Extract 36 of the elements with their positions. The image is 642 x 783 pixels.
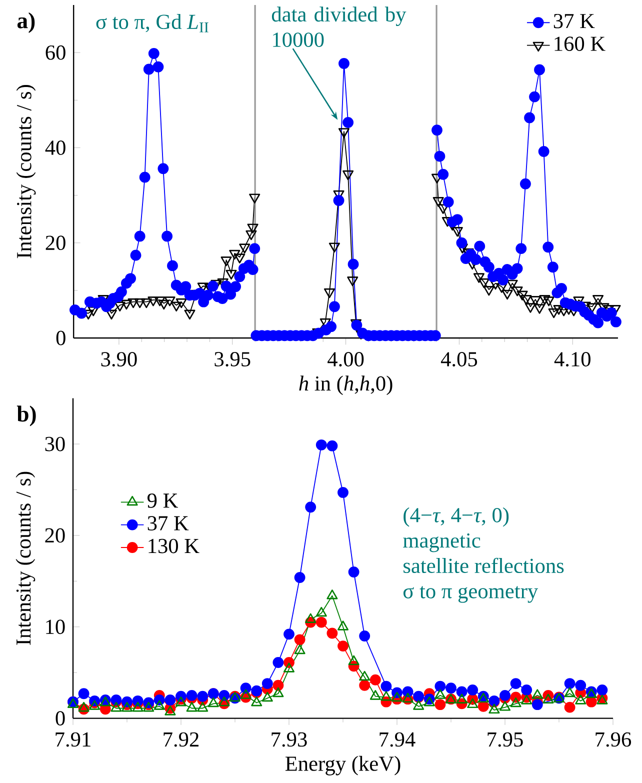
y-tick-label: 20: [45, 528, 65, 543]
x-tick-label: 3.90: [101, 352, 137, 367]
y-axis-title: Intensity (counts / s): [16, 472, 36, 645]
legend-label: 9 K: [148, 494, 178, 508]
chart-title: b): [16, 406, 36, 426]
x-tick-label: 4.10: [554, 352, 590, 367]
y-axis-title: Intensity (counts / s): [16, 85, 36, 258]
y-tick-label: 40: [45, 140, 66, 155]
x-tick-label: 7.96: [596, 732, 632, 747]
chart-title: a): [17, 12, 35, 33]
legend-label: 160 K: [554, 36, 606, 51]
x-tick-label: 7.95: [488, 732, 523, 747]
annotation: magnetic: [403, 533, 480, 552]
annotation: (4−τ, 4−τ, 0): [404, 507, 509, 527]
y-tick-label: 10: [46, 620, 65, 634]
annotation: σ to π geometry: [403, 586, 538, 603]
annotation: satellite reflections: [404, 558, 564, 574]
x-axis-title: h in (h,h,0): [299, 376, 392, 396]
legend-label: 37 K: [148, 516, 189, 530]
legend-label: 37 K: [554, 14, 595, 28]
y-tick-label: 20: [46, 236, 66, 250]
x-tick-label: 7.92: [164, 732, 198, 747]
x-tick-label: 7.93: [272, 732, 307, 747]
y-tick-label: 30: [45, 436, 65, 452]
x-tick-label: 4.00: [328, 352, 364, 367]
x-axis-title: Energy (keV): [285, 756, 400, 776]
x-tick-label: 7.91: [56, 732, 90, 747]
y-tick-label: 0: [56, 711, 65, 726]
x-tick-label: 4.05: [440, 352, 478, 367]
y-tick-label: 0: [56, 330, 66, 346]
legend-label: 130 K: [148, 538, 200, 554]
y-tick-label: 60: [46, 45, 66, 60]
annotation: σ to π, Gd L$_{II}$: [96, 14, 208, 32]
x-tick-label: 7.94: [380, 732, 416, 747]
x-tick-label: 3.95: [214, 352, 250, 366]
annotation: data divided by 10000: [272, 6, 406, 47]
